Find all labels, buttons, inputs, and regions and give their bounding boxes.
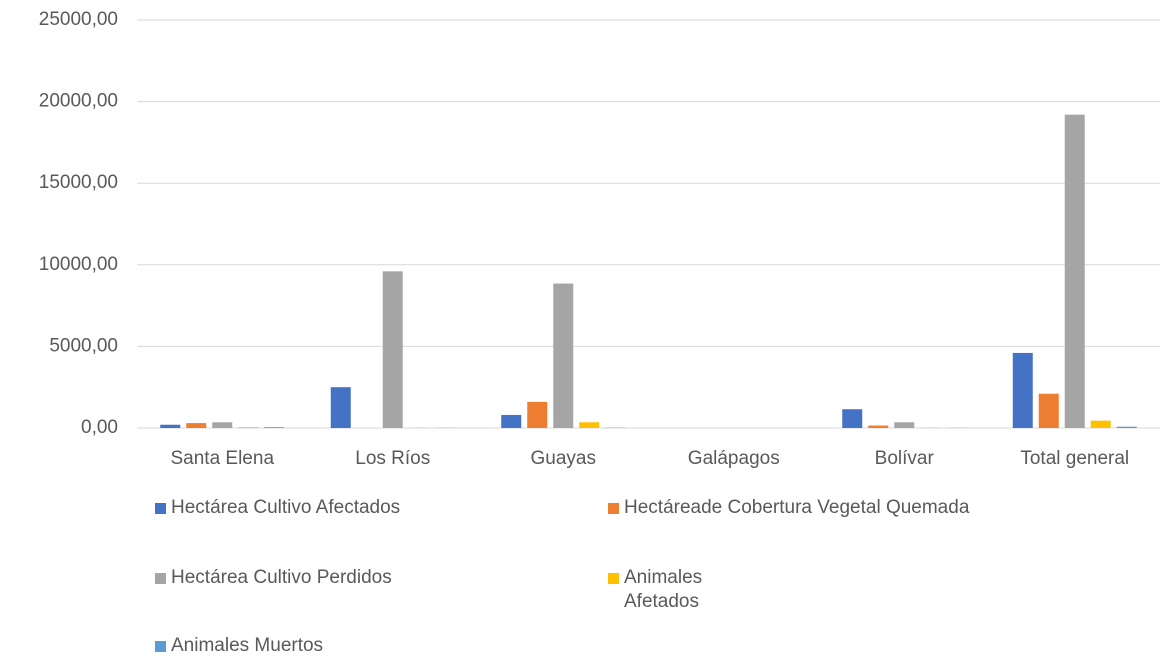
x-tick-label: Santa Elena (170, 448, 274, 469)
legend-label: Animales Muertos (171, 635, 324, 656)
bar (579, 422, 600, 428)
x-tick-label: Los Ríos (355, 448, 430, 469)
bar (160, 424, 181, 428)
x-tick-label: Guayas (531, 448, 596, 469)
bar (894, 422, 915, 428)
bar (212, 422, 233, 428)
legend-item: Hectárea Cultivo Afectados (155, 496, 400, 520)
bar (868, 425, 889, 428)
bar (501, 414, 522, 428)
x-tick-label: Total general (1020, 448, 1129, 469)
y-tick-label: 5000,00 (49, 335, 118, 356)
legend-swatch (155, 641, 166, 652)
bar (238, 427, 259, 428)
legend-item: Animales Muertos (155, 634, 323, 656)
bar (330, 387, 351, 428)
bar (842, 409, 863, 428)
bar (1038, 393, 1059, 428)
y-tick-label: 20000,00 (39, 91, 118, 112)
legend-item: Hectárea Cultivo Perdidos (155, 566, 392, 590)
legend-swatch (155, 573, 166, 584)
legend-label: Animales Afetados (624, 567, 703, 612)
legend-label: Hectáreade Cobertura Vegetal Quemada (624, 497, 970, 518)
bar (1064, 114, 1085, 428)
x-tick-label: Bolívar (875, 448, 935, 469)
y-tick-label: 25000,00 (39, 9, 118, 30)
bar (264, 427, 285, 428)
legend-label: Hectárea Cultivo Perdidos (171, 567, 392, 588)
legend-swatch (155, 503, 166, 514)
y-tick-label: 0,00 (81, 417, 118, 438)
bar (1090, 420, 1111, 428)
legend-swatch (608, 573, 619, 584)
legend-label: Hectárea Cultivo Afectados (171, 497, 401, 518)
bar (1116, 426, 1137, 428)
legend-item: Hectáreade Cobertura Vegetal Quemada (608, 496, 969, 520)
bar (553, 283, 574, 428)
y-tick-label: 15000,00 (39, 172, 118, 193)
bar (527, 401, 548, 428)
x-tick-label: Galápagos (688, 448, 780, 469)
legend-swatch (608, 503, 619, 514)
bar (1012, 352, 1033, 428)
bar (186, 423, 207, 428)
bar (382, 271, 403, 428)
y-tick-label: 10000,00 (39, 254, 118, 275)
legend-item: Animales Afetados (608, 566, 738, 614)
